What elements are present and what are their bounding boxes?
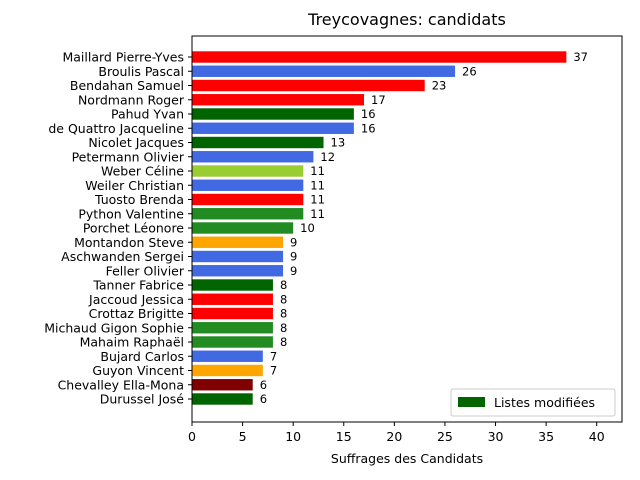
y-tick-label: Mahaim Raphaël xyxy=(80,335,184,350)
y-tick-label: de Quattro Jacqueline xyxy=(48,121,184,136)
y-tick-label: Porchet Léonore xyxy=(83,221,184,236)
bar xyxy=(192,151,314,163)
value-label: 16 xyxy=(361,107,376,121)
bar xyxy=(192,222,294,234)
legend: Listes modifiées xyxy=(450,388,616,417)
y-tick-label: Tuosto Brenda xyxy=(94,192,184,207)
value-label: 11 xyxy=(310,178,325,192)
bar xyxy=(192,236,284,248)
x-tick-label: 0 xyxy=(188,429,196,444)
value-label: 7 xyxy=(270,364,277,378)
y-tick-label: Feller Olivier xyxy=(106,263,185,278)
y-tick-label: Broulis Pascal xyxy=(98,64,184,79)
value-label: 11 xyxy=(310,207,325,221)
value-label: 10 xyxy=(300,221,315,235)
bar xyxy=(192,379,253,391)
y-tick-label: Tanner Fabrice xyxy=(92,278,184,293)
value-label: 8 xyxy=(280,292,287,306)
value-label: 23 xyxy=(432,79,447,93)
value-label: 12 xyxy=(320,150,335,164)
bar xyxy=(192,51,567,63)
value-label: 7 xyxy=(270,349,277,363)
value-label: 11 xyxy=(310,164,325,178)
bar xyxy=(192,336,273,348)
y-tick-label: Durussel José xyxy=(100,392,185,407)
y-tick-label: Chevalley Ella-Mona xyxy=(58,377,184,392)
legend-box xyxy=(450,388,616,417)
x-tick-label: 5 xyxy=(239,429,247,444)
value-label: 9 xyxy=(290,264,297,278)
value-label: 8 xyxy=(280,307,287,321)
bar xyxy=(192,265,284,277)
value-label: 9 xyxy=(290,235,297,249)
y-tick-label: Nicolet Jacques xyxy=(88,135,184,150)
plot-frame xyxy=(191,35,623,423)
bar xyxy=(192,193,304,206)
y-tick-label: Python Valentine xyxy=(78,206,184,221)
x-axis-label: Suffrages des Candidats xyxy=(331,451,483,466)
bar xyxy=(192,307,273,320)
bar xyxy=(192,179,304,191)
bar xyxy=(192,293,273,305)
bar xyxy=(192,393,253,405)
bar xyxy=(192,350,263,362)
bar xyxy=(192,322,273,334)
value-label: 6 xyxy=(260,378,267,392)
bar xyxy=(192,65,456,77)
y-tick-label: Nordmann Roger xyxy=(78,92,185,107)
y-tick-label: Crottaz Brigitte xyxy=(89,306,185,321)
x-axis-ticks: 0 5 10 15 20 25 30 35 40 xyxy=(188,422,605,444)
x-tick-label: 25 xyxy=(437,429,453,444)
value-label: 13 xyxy=(331,136,346,150)
chart-title: Treycovagnes: candidats xyxy=(307,10,506,29)
y-tick-label: Petermann Olivier xyxy=(72,149,185,164)
bar xyxy=(192,94,364,106)
value-label: 16 xyxy=(361,121,376,135)
x-tick-label: 40 xyxy=(589,429,605,444)
value-label: 11 xyxy=(310,193,325,207)
y-tick-label: Montandon Steve xyxy=(74,235,184,250)
value-label: 8 xyxy=(280,321,287,335)
value-label: 37 xyxy=(573,50,588,64)
bar xyxy=(192,279,273,291)
value-label: 9 xyxy=(290,250,297,264)
value-label: 26 xyxy=(462,64,477,78)
y-tick-label: Weiler Christian xyxy=(85,178,184,193)
y-tick-label: Bendahan Samuel xyxy=(70,78,184,93)
y-tick-label: Guyon Vincent xyxy=(92,363,184,378)
bars xyxy=(192,51,567,405)
y-tick-label: Michaud Gigon Sophie xyxy=(44,320,184,335)
x-tick-label: 20 xyxy=(386,429,402,444)
x-tick-label: 35 xyxy=(538,429,554,444)
y-tick-label: Jaccoud Jessica xyxy=(88,292,184,307)
y-tick-label: Maillard Pierre-Yves xyxy=(62,50,184,65)
bar xyxy=(192,250,284,263)
x-tick-label: 15 xyxy=(336,429,352,444)
bar xyxy=(192,165,304,177)
bar xyxy=(192,79,425,92)
y-tick-label: Weber Céline xyxy=(101,164,184,179)
bar xyxy=(192,108,354,120)
bar xyxy=(192,136,324,149)
bar xyxy=(192,364,263,377)
x-tick-label: 30 xyxy=(488,429,504,444)
y-tick-label: Bujard Carlos xyxy=(100,349,184,364)
legend-label: Listes modifiées xyxy=(494,395,595,410)
value-label: 6 xyxy=(260,392,267,406)
value-label: 8 xyxy=(280,278,287,292)
bar xyxy=(192,208,304,220)
y-tick-label: Aschwanden Sergei xyxy=(61,249,184,264)
value-label: 17 xyxy=(371,93,386,107)
bar xyxy=(192,122,354,134)
y-tick-label: Pahud Yvan xyxy=(111,107,184,122)
x-tick-label: 10 xyxy=(285,429,301,444)
legend-swatch xyxy=(458,397,485,407)
value-label: 8 xyxy=(280,335,287,349)
